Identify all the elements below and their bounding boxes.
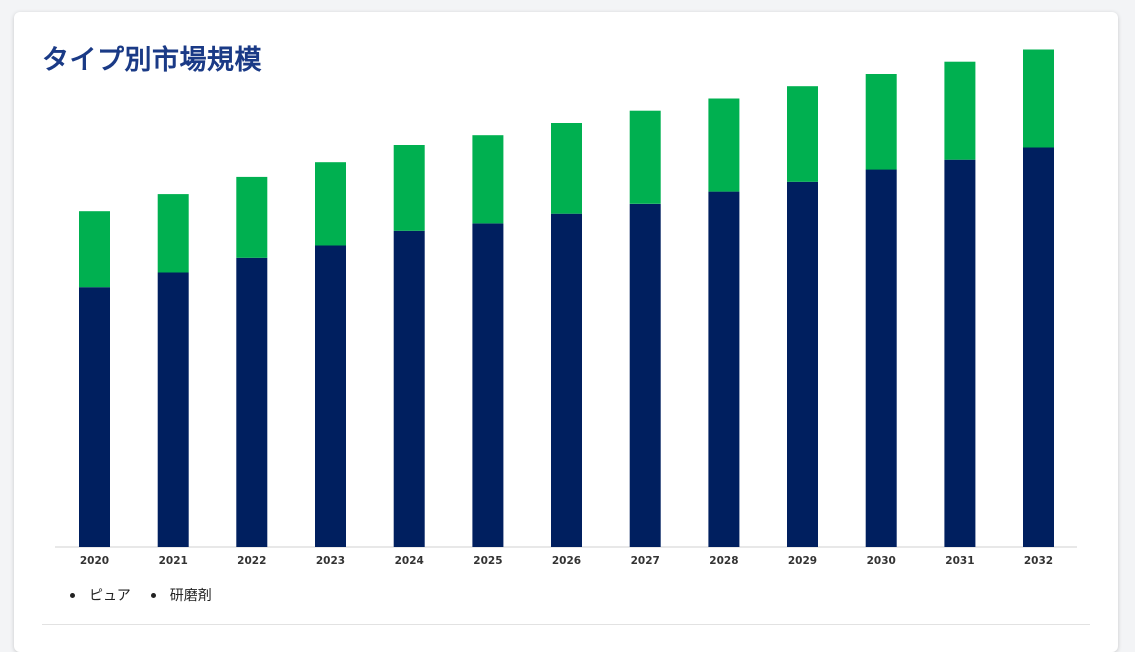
bar-2027-pure[interactable] — [629, 203, 661, 547]
x-tick-label: 2024 — [395, 555, 424, 567]
bar-2030-pure[interactable] — [865, 169, 897, 548]
bar-2032-abrasive[interactable] — [1023, 49, 1054, 148]
bar-2021-abrasive[interactable] — [157, 194, 189, 273]
legend-label: 研磨剤 — [169, 588, 212, 604]
bar-2021-pure[interactable] — [157, 272, 189, 548]
bar-2024-abrasive[interactable] — [393, 145, 425, 231]
x-tick-label: 2020 — [80, 555, 109, 567]
x-tick-label: 2030 — [867, 555, 896, 567]
x-tick-label: 2028 — [709, 555, 738, 567]
legend-bullet-icon — [70, 592, 75, 598]
bar-2023-abrasive[interactable] — [315, 162, 346, 246]
bar-group — [79, 49, 1054, 548]
bar-2020-pure[interactable] — [79, 287, 110, 547]
divider — [42, 624, 1090, 625]
x-tick-label: 2029 — [788, 555, 817, 567]
bar-2025-abrasive[interactable] — [472, 135, 504, 224]
bar-2024-pure[interactable] — [393, 230, 425, 548]
legend: ピュア 研磨剤 — [70, 585, 212, 605]
bar-2023-pure[interactable] — [315, 245, 346, 548]
legend-bullet-icon — [150, 592, 156, 598]
bar-2030-abrasive[interactable] — [865, 74, 897, 170]
x-tick-label: 2027 — [631, 555, 660, 567]
stacked-bar-chart: 2020 2021 2022 2023 2024 2025 2026 2027 2028 2029… — [55, 49, 1077, 567]
bar-2022-pure[interactable] — [236, 257, 268, 547]
bar-2026-abrasive[interactable] — [551, 123, 582, 214]
bar-2029-abrasive[interactable] — [787, 86, 818, 182]
chart-title: タイプ別市場規模 — [42, 45, 262, 76]
bar-2031-abrasive[interactable] — [944, 61, 976, 160]
legend-item-abrasive[interactable]: 研磨剤 — [150, 585, 212, 605]
x-tick-label: 2023 — [316, 555, 345, 567]
bar-2020-abrasive[interactable] — [79, 211, 110, 288]
bar-2026-pure[interactable] — [551, 213, 582, 547]
bar-2032-pure[interactable] — [1023, 147, 1054, 548]
bar-2031-pure[interactable] — [944, 159, 976, 547]
x-tick-label: 2025 — [473, 555, 502, 567]
bar-2028-abrasive[interactable] — [708, 98, 740, 192]
bar-2027-abrasive[interactable] — [629, 110, 661, 204]
legend-label: ピュア — [89, 588, 131, 604]
x-tick-labels: 2020 2021 2022 2023 2024 2025 2026 2027 2028 2029… — [80, 555, 1053, 567]
x-tick-label: 2021 — [159, 555, 188, 567]
bar-2025-pure[interactable] — [472, 223, 504, 548]
bar-2028-pure[interactable] — [708, 191, 740, 547]
x-tick-label: 2026 — [552, 555, 581, 567]
chart-card: タイプ別市場規模 2020 2021 2022 2023 2024 2025 2026 202… — [14, 12, 1118, 652]
x-tick-label: 2032 — [1024, 555, 1053, 567]
legend-item-pure[interactable]: ピュア — [70, 585, 131, 605]
x-tick-label: 2031 — [945, 555, 974, 567]
bar-2022-abrasive[interactable] — [236, 176, 268, 258]
x-tick-label: 2022 — [237, 555, 266, 567]
bar-2029-pure[interactable] — [787, 181, 818, 548]
